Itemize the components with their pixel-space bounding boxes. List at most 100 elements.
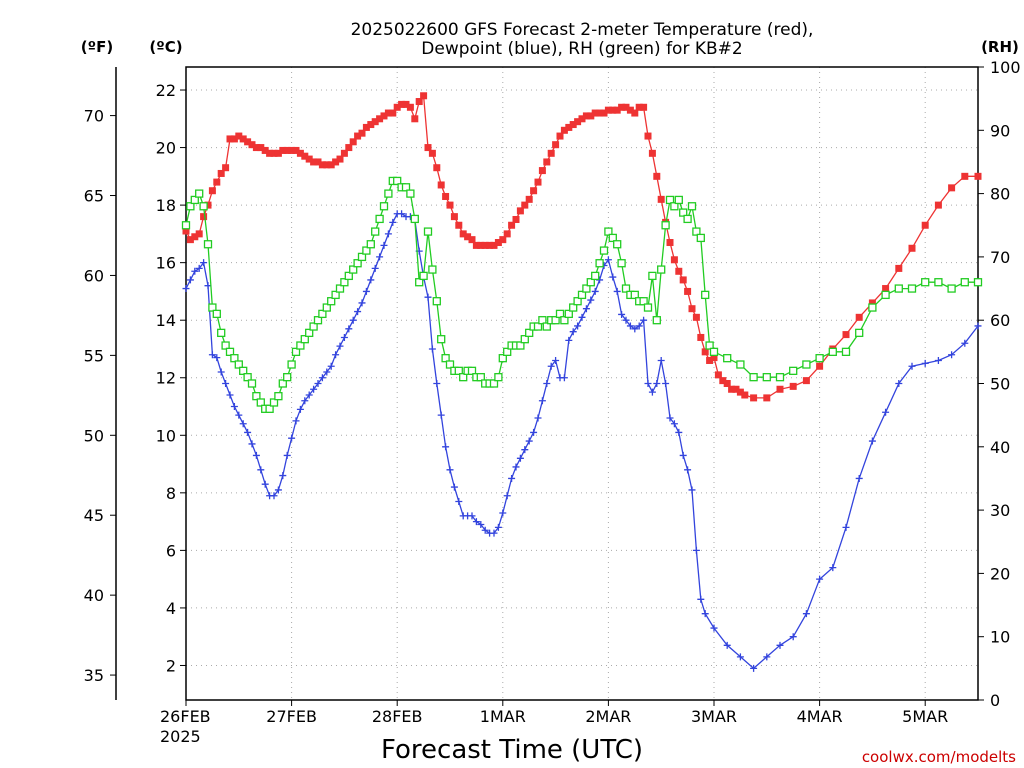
rh-point (921, 278, 930, 287)
rh-point (652, 316, 661, 325)
temperature-point (706, 356, 714, 364)
celsius-tick-label: 8 (166, 484, 176, 503)
temperature-point (714, 371, 722, 379)
temperature-point (411, 115, 419, 123)
temperature-point (697, 333, 705, 341)
rh-point (274, 392, 283, 401)
dewpoint-point (921, 359, 929, 367)
dewpoint-point (525, 437, 533, 445)
dewpoint-point (750, 664, 758, 672)
fahrenheit-tick-label: 50 (84, 426, 104, 445)
temperature-point (525, 195, 533, 203)
temperature-point (816, 362, 824, 370)
dewpoint-point (552, 356, 560, 364)
dewpoint-point (244, 428, 252, 436)
rh-point (621, 284, 631, 293)
rh-point (657, 265, 666, 274)
axis-ticks: 2 4 6 8 10 12 14 16 18 20 22 35 40 45 50 55 60 65 70 0 10 20 3… (84, 58, 1021, 746)
temperature-point (239, 135, 247, 143)
dewpoint-point (631, 325, 639, 333)
dewpoint-series (182, 210, 982, 672)
dewpoint-point (261, 480, 269, 488)
temperature-point (644, 132, 652, 140)
dewpoint-point (512, 463, 520, 471)
rh-point (278, 379, 287, 388)
dewpoint-point (684, 466, 692, 474)
dewpoint-point (516, 454, 524, 462)
dewpoint-point (855, 474, 863, 482)
rh-point (190, 195, 199, 205)
temperature-point (556, 132, 564, 140)
x-axis-title: Forecast Time (UTC) (381, 735, 643, 765)
temperature-point (213, 178, 221, 186)
temperature-point (283, 146, 291, 154)
rh-point (934, 278, 943, 287)
rh-point (947, 284, 956, 293)
dewpoint-point (362, 287, 370, 295)
dewpoint-point (666, 414, 674, 422)
temperature-point (635, 103, 643, 111)
dewpoint-point (934, 356, 942, 364)
temperature-point (776, 385, 784, 393)
celsius-tick-label: 4 (166, 599, 176, 618)
temperature-point (587, 112, 595, 120)
dewpoint-point (472, 518, 480, 526)
temperature-point (692, 313, 700, 321)
temperature-point (468, 236, 476, 244)
dewpoint-point (543, 380, 551, 387)
dewpoint-point (318, 374, 326, 382)
temperature-point (327, 161, 335, 169)
dewpoint-point (618, 310, 626, 318)
temperature-point (248, 141, 256, 149)
temperature-point (477, 241, 485, 249)
temperature-point (547, 149, 555, 157)
rh-point (379, 202, 389, 211)
temperature-point (560, 126, 568, 134)
temperature-point (868, 299, 876, 307)
dewpoint-point (609, 273, 617, 281)
rh-point (696, 233, 705, 243)
temperature-point (609, 106, 617, 114)
rh-point (723, 354, 732, 363)
rh-point (186, 202, 195, 211)
temperature-point (433, 164, 441, 172)
dewpoint-point (675, 428, 683, 436)
celsius-tick-label: 18 (156, 196, 176, 215)
dewpoint-point (226, 391, 234, 399)
dewpoint-point (582, 305, 590, 313)
rh-point (401, 183, 411, 192)
rh-tick-label: 100 (990, 58, 1021, 77)
temperature-point (618, 103, 626, 111)
temperature-point (763, 394, 771, 402)
rh-point (586, 278, 595, 287)
dewpoint-point (481, 526, 489, 534)
dewpoint-point (701, 610, 709, 618)
time-tick-label: 2MAR (585, 707, 631, 726)
rh-point (701, 290, 710, 300)
rh-tick-label: 10 (990, 628, 1010, 647)
temperature-point (494, 239, 502, 247)
temperature-point (437, 181, 445, 189)
rh-point (736, 360, 745, 369)
dewpoint-point (477, 520, 485, 528)
temperature-point (710, 354, 718, 362)
rh-point (375, 214, 384, 224)
temperature-point (688, 305, 696, 313)
rh-point (252, 392, 261, 401)
dewpoint-point (217, 368, 225, 376)
rh-tick-label: 40 (990, 438, 1010, 457)
dewpoint-point (626, 322, 634, 330)
dewpoint-point (640, 316, 648, 324)
rh-point (181, 221, 191, 230)
dewpoint-point (371, 264, 379, 272)
temperature-point (182, 227, 190, 235)
dewpoint-point (358, 299, 366, 307)
dewpoint-point (424, 293, 432, 301)
dewpoint-point (376, 253, 384, 261)
rh-point (309, 322, 318, 331)
temperature-point (675, 267, 683, 275)
dewpoint-point (279, 472, 287, 480)
dewpoint-point (252, 451, 260, 459)
temperature-point (666, 239, 674, 247)
